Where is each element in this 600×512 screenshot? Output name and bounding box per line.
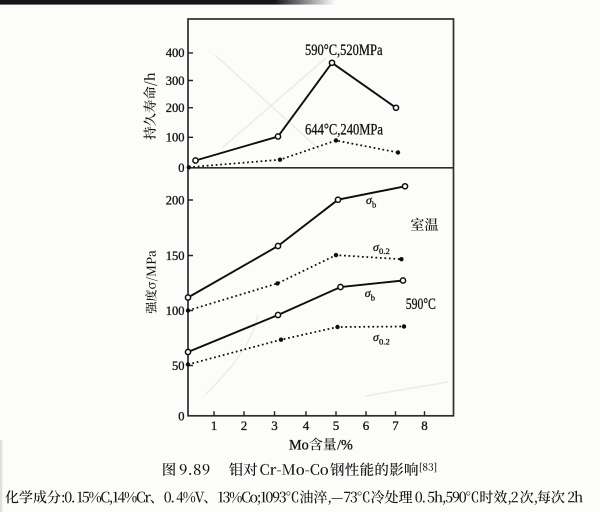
svg-text:b: b [371,292,375,302]
svg-text:1: 1 [211,418,218,433]
svg-text:8: 8 [421,418,428,433]
svg-text:7: 7 [392,418,399,433]
svg-text:150: 150 [166,249,185,263]
svg-text:σ: σ [365,286,372,300]
svg-text:0.2: 0.2 [379,336,390,346]
svg-text:200: 200 [166,101,185,115]
svg-text:400: 400 [166,46,185,60]
svg-text:100: 100 [166,131,185,145]
svg-text:0: 0 [178,410,184,424]
svg-text:5: 5 [333,418,340,433]
svg-text:Mo: Mo [289,437,309,453]
svg-text:2: 2 [241,418,248,433]
svg-text:100: 100 [166,304,185,318]
svg-text:σ: σ [373,330,380,344]
svg-text:3: 3 [271,418,278,433]
svg-text:300: 300 [166,74,185,88]
svg-text:590°C,520MPa: 590°C,520MPa [305,42,383,59]
svg-text:644°C,240MPa: 644°C,240MPa [305,121,383,138]
svg-text:0.2: 0.2 [379,246,390,256]
svg-text:0: 0 [178,161,184,175]
svg-text:4: 4 [303,418,310,433]
svg-text:σ: σ [366,193,373,207]
svg-text:50: 50 [172,359,185,373]
svg-text:/%: /% [337,437,353,453]
svg-text:6: 6 [363,418,370,433]
svg-text:590°C: 590°C [406,296,436,313]
svg-text:σ: σ [373,240,380,254]
svg-text:b: b [372,200,376,210]
svg-text:200: 200 [166,193,185,207]
